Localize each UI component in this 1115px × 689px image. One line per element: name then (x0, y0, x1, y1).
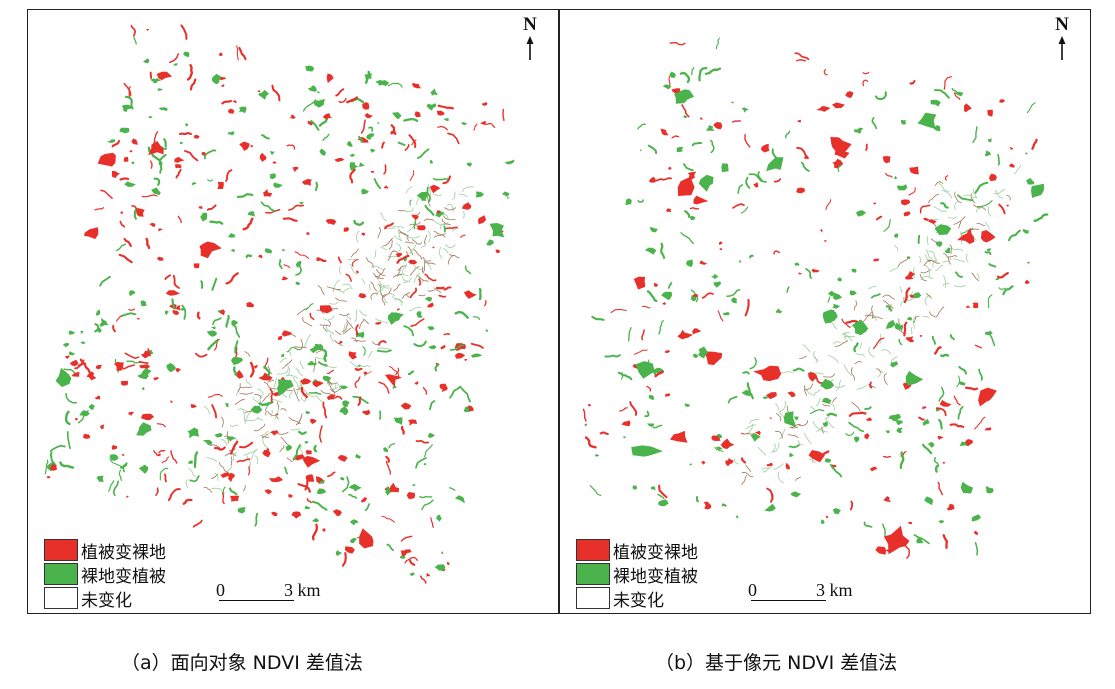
legend-label: 裸地变植被 (613, 566, 698, 587)
map-panel-b: N 植被变裸地 裸地变植被 未变化 0 3 km (559, 9, 1091, 614)
legend-item: 植被变裸地 (44, 538, 166, 563)
legend-item: 未变化 (576, 586, 698, 611)
scale-zero-label: 0 (216, 580, 225, 600)
caption-a: （a）面向对象 NDVI 差值法 (121, 652, 363, 674)
map-panel-a: N 植被变裸地 裸地变植被 未变化 0 3 km (27, 9, 559, 614)
scale-bar: 0 3 km (748, 580, 858, 606)
legend-label: 植被变裸地 (613, 542, 698, 563)
legend-swatch-unchanged (44, 587, 78, 609)
scale-end-label: 3 km (816, 580, 853, 600)
change-patches (582, 37, 1049, 559)
legend-swatch-bare-to-veg (576, 563, 610, 585)
caption-b: （b）基于像元 NDVI 差值法 (655, 652, 898, 674)
north-arrow: N (1052, 14, 1072, 60)
legend-swatch-bare-to-veg (44, 563, 78, 585)
scale-zero-label: 0 (748, 580, 757, 600)
change-patches (44, 24, 515, 584)
north-arrow-icon (1058, 36, 1066, 60)
legend-label: 未变化 (81, 590, 132, 611)
legend-item: 植被变裸地 (576, 538, 698, 563)
north-arrow: N (520, 14, 540, 60)
legend-label: 裸地变植被 (81, 566, 166, 587)
legend-label: 植被变裸地 (81, 542, 166, 563)
north-arrow-icon (526, 36, 534, 60)
scale-line (219, 600, 294, 601)
north-label: N (523, 14, 537, 35)
north-label: N (1055, 14, 1069, 35)
legend-swatch-veg-to-bare (44, 539, 78, 561)
change-map-b (582, 37, 1049, 559)
legend: 植被变裸地 裸地变植被 未变化 (576, 538, 698, 611)
legend-swatch-unchanged (576, 587, 610, 609)
legend-item: 未变化 (44, 586, 166, 611)
scale-bar: 0 3 km (216, 580, 326, 606)
legend-item: 裸地变植被 (44, 562, 166, 587)
legend-label: 未变化 (613, 590, 664, 611)
scale-end-label: 3 km (284, 580, 321, 600)
legend: 植被变裸地 裸地变植被 未变化 (44, 538, 166, 611)
legend-item: 裸地变植被 (576, 562, 698, 587)
scale-line (751, 600, 826, 601)
legend-swatch-veg-to-bare (576, 539, 610, 561)
change-map-a (44, 24, 515, 584)
